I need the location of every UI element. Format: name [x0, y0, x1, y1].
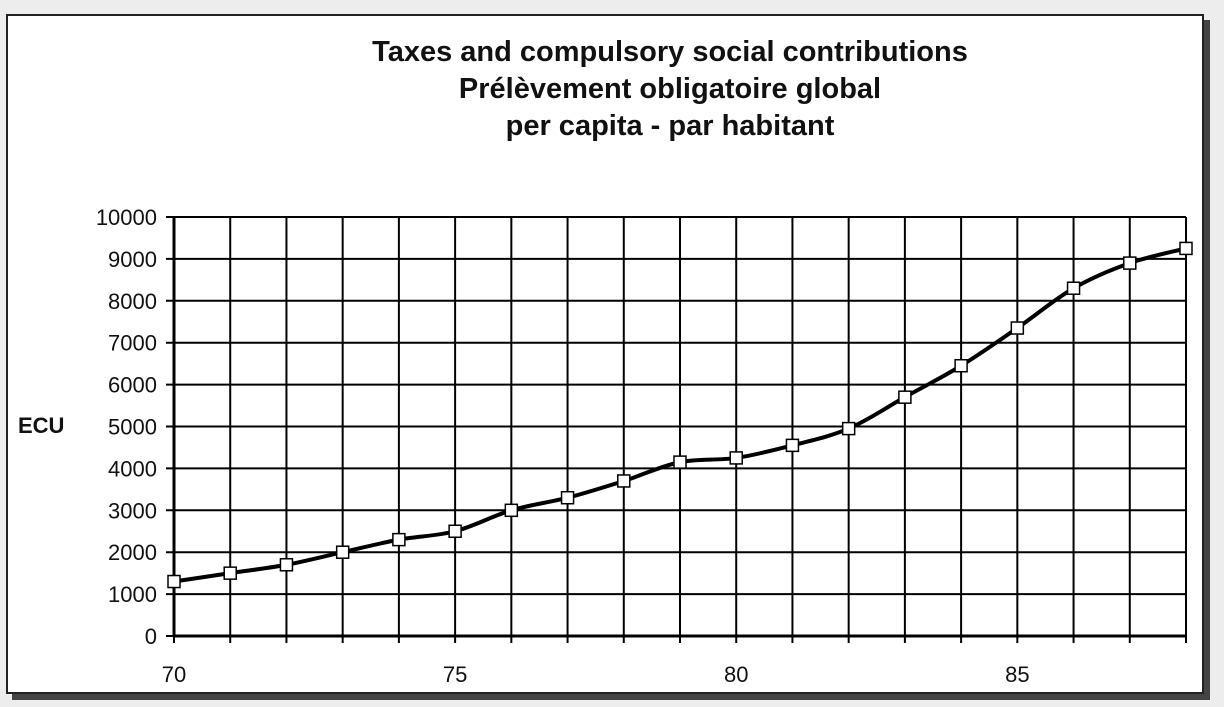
y-tick-label: 1000	[108, 582, 157, 607]
x-tick-label: 85	[1005, 662, 1029, 687]
data-point-marker	[954, 358, 968, 373]
x-tick-label: 80	[724, 662, 748, 687]
data-point-marker	[898, 390, 912, 404]
y-tick-label: 6000	[108, 373, 157, 398]
y-axis-title: ECU	[18, 413, 64, 438]
data-point-marker	[335, 545, 350, 559]
chart-title: Taxes and compulsory social contribution…	[290, 34, 1050, 145]
data-point-marker	[167, 574, 181, 589]
data-point-marker	[729, 451, 743, 465]
data-point-marker	[560, 490, 575, 505]
chart-title-line-2: Prélèvement obligatoire global	[458, 73, 882, 105]
y-tick-label: 0	[145, 624, 157, 649]
data-point-marker	[1010, 321, 1025, 335]
grid	[166, 216, 1187, 643]
y-tick-label: 3000	[108, 498, 157, 523]
data-point-marker	[841, 421, 856, 436]
chart-frame	[6, 14, 1204, 694]
chart-title-line-3: per capita - par habitant	[505, 110, 835, 142]
y-tick-label: 10000	[96, 205, 157, 230]
series	[167, 241, 1193, 589]
y-tick-label: 7000	[108, 331, 157, 356]
data-point-marker	[1123, 256, 1137, 270]
data-point-marker	[392, 532, 406, 547]
y-axis-ticks: 0 1000 2000 3000 4000 5000 6000 7000 8000 9000 100…	[96, 205, 157, 649]
y-tick-label: 9000	[108, 247, 157, 272]
data-point-marker	[448, 524, 462, 538]
data-point-marker	[617, 474, 631, 488]
x-axis-ticks: 70 75 80 85	[162, 662, 1030, 687]
chart-title-line-1: Taxes and compulsory social contribution…	[372, 36, 968, 68]
x-tick-label: 70	[162, 662, 186, 687]
y-tick-label: 5000	[108, 415, 157, 440]
y-tick-label: 2000	[108, 540, 157, 565]
data-point-marker	[1066, 281, 1081, 295]
data-point-marker	[785, 438, 800, 453]
data-point-marker	[223, 566, 237, 580]
y-tick-label: 4000	[108, 456, 157, 481]
data-point-marker	[279, 558, 294, 572]
data-point-marker	[504, 503, 519, 518]
x-tick-label: 75	[443, 662, 467, 687]
data-point-marker	[1179, 241, 1193, 256]
data-point-marker	[673, 455, 687, 469]
y-tick-label: 8000	[108, 289, 157, 314]
